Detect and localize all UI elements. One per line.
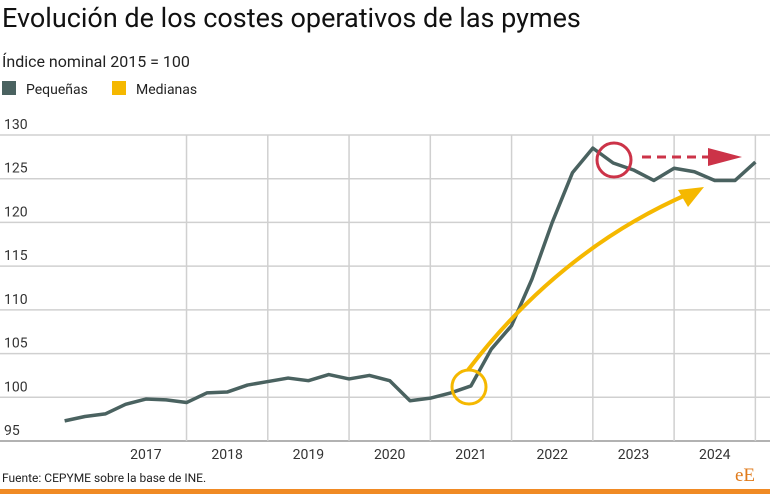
plot (64, 146, 757, 423)
chart-title: Evolución de los costes operativos de la… (2, 2, 581, 34)
y-tick-label: 130 (4, 117, 28, 133)
legend-swatch (112, 81, 126, 95)
legend: Pequeñas Medianas (2, 81, 197, 98)
legend-swatch (2, 81, 16, 95)
series-line (64, 146, 757, 423)
grid: 95 100 105 110 115 120 125 130 2017 2018 2019 2020 2… (0, 117, 770, 463)
y-tick-label: 100 (4, 379, 28, 395)
x-tick-label: 2021 (455, 447, 486, 463)
x-tick-label: 2020 (374, 447, 406, 463)
y-tick-label: 105 (4, 336, 28, 352)
chart-subtitle: Índice nominal 2015 = 100 (2, 52, 190, 71)
y-tick-label: 115 (4, 248, 28, 264)
annotation-arrow (466, 192, 689, 372)
arrow-head (708, 148, 742, 166)
y-tick-label: 120 (4, 204, 28, 220)
x-tick-label: 2023 (618, 447, 649, 463)
highlight-circle (595, 141, 633, 179)
x-tick-label: 2018 (211, 447, 243, 463)
arrow-head (678, 187, 704, 207)
x-tick-label: 2019 (293, 447, 324, 463)
x-tick-label: 2022 (536, 447, 568, 463)
source: Fuente: CEPYME sobre la base de INE. (2, 471, 206, 485)
x-tick-label: 2024 (699, 447, 731, 463)
footer-bar (0, 489, 770, 494)
y-tick-label: 95 (4, 423, 20, 439)
y-tick-label: 125 (4, 161, 28, 177)
y-tick-label: 110 (4, 292, 28, 308)
x-tick-label: 2017 (130, 447, 162, 463)
logo: eE (735, 465, 755, 486)
legend-label: Pequeñas (26, 82, 88, 98)
legend-label: Medianas (136, 82, 197, 98)
